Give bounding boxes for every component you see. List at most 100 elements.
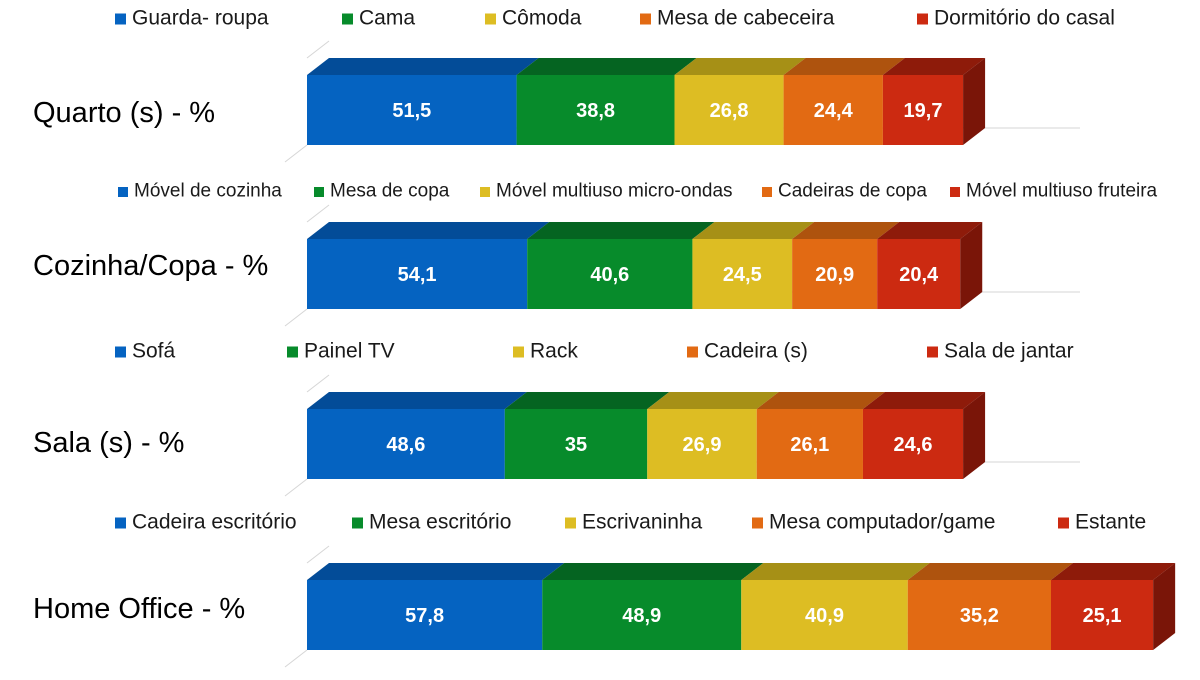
- legend-entry: Cadeira (s): [704, 340, 808, 363]
- bar-front: [877, 239, 961, 309]
- bar-top: [542, 563, 764, 580]
- bar-value-label: 19,7: [904, 100, 943, 122]
- bar-value-label: 25,1: [1083, 605, 1122, 627]
- legend-entry: Guarda- roupa: [132, 7, 269, 30]
- bar-top: [907, 563, 1073, 580]
- bar-front: [862, 409, 964, 479]
- bar-top: [307, 222, 550, 239]
- bar-front: [516, 75, 675, 145]
- bar-value-label: 48,6: [386, 434, 425, 456]
- legend: Móvel de cozinha Mesa de copa Móvel multiu…: [118, 181, 1158, 202]
- bar-segment: 24,6: [862, 392, 986, 479]
- bar-value-label: 26,1: [790, 434, 829, 456]
- bar-value-label: 40,6: [590, 264, 629, 286]
- bar-value-label: 20,9: [815, 264, 854, 286]
- bar-segment: 26,8: [674, 58, 806, 145]
- legend-entry: Rack: [530, 340, 578, 363]
- bar-value-label: 35: [565, 434, 587, 456]
- chart-panel-4: Cadeira escritório Mesa escritório Escriva…: [33, 511, 1176, 668]
- legend-entry: Dormitório do casal: [934, 7, 1115, 30]
- bar-front: [783, 75, 883, 145]
- bar-value-label: 35,2: [960, 605, 999, 627]
- legend-entry: Mesa escritório: [369, 511, 511, 534]
- legend-entry: Estante: [1075, 511, 1146, 534]
- bar-top: [862, 392, 986, 409]
- bar-front: [307, 239, 528, 309]
- guide-line: [284, 308, 308, 327]
- legend-swatch: [342, 13, 353, 25]
- bar-front: [542, 580, 742, 650]
- bar-value-label: 24,4: [814, 100, 854, 122]
- bar-top: [756, 392, 885, 409]
- legend-entry: Mesa de cabeceira: [657, 7, 835, 30]
- bar-value-label: 57,8: [405, 605, 444, 627]
- bar-segment: 57,8: [307, 563, 565, 650]
- bar-top: [307, 392, 527, 409]
- bar-top: [882, 58, 986, 75]
- bar-top: [307, 563, 565, 580]
- bar-segment: 40,6: [527, 222, 715, 309]
- legend-entry: Escrivaninha: [582, 511, 703, 534]
- bar-value-label: 26,9: [683, 434, 722, 456]
- bar-front: [647, 409, 757, 479]
- bar-segment: 19,7: [882, 58, 986, 145]
- legend: Guarda- roupa Cama Cômoda Mesa de cabeceira…: [115, 7, 1115, 30]
- bar-front: [882, 75, 964, 145]
- bar-front: [1050, 580, 1154, 650]
- bar-front: [792, 239, 878, 309]
- bar-front: [307, 409, 505, 479]
- legend-entry: Mesa de copa: [330, 181, 450, 202]
- legend-swatch: [762, 187, 772, 197]
- bar-top: [877, 222, 983, 239]
- legend-entry: Cama: [359, 7, 415, 30]
- legend: Sofá Painel TV Rack Cadeira (s) Sala de jant…: [115, 340, 1074, 363]
- bar-segment: 20,4: [877, 222, 983, 309]
- guide-line: [306, 40, 330, 59]
- bar-value-label: 20,4: [899, 264, 939, 286]
- bar-top: [307, 58, 539, 75]
- legend-entry: Móvel multiuso micro-ondas: [496, 181, 733, 202]
- bar-front: [527, 239, 693, 309]
- bar-segment: 24,5: [692, 222, 815, 309]
- bar-segment: 35,2: [907, 563, 1073, 650]
- chart-panel-3: Sofá Painel TV Rack Cadeira (s) Sala de jant…: [33, 340, 1080, 497]
- bar-segment: 40,9: [741, 563, 930, 650]
- bar-front: [307, 75, 517, 145]
- legend-swatch: [513, 346, 524, 358]
- legend-entry: Painel TV: [304, 340, 395, 363]
- bar-segment: 38,8: [516, 58, 697, 145]
- bar-side: [963, 58, 986, 145]
- bar-value-label: 38,8: [576, 100, 615, 122]
- bar-front: [674, 75, 784, 145]
- legend-swatch: [950, 187, 960, 197]
- bar-top: [741, 563, 930, 580]
- legend-entry: Cadeira escritório: [132, 511, 297, 534]
- legend-swatch: [565, 517, 576, 529]
- bar-top: [792, 222, 900, 239]
- guide-line: [284, 478, 308, 497]
- legend-entry: Sala de jantar: [944, 340, 1074, 363]
- bar-side: [960, 222, 983, 309]
- legend-entry: Mesa computador/game: [769, 511, 995, 534]
- bar-segment: 20,9: [792, 222, 900, 309]
- guide-line: [306, 545, 330, 564]
- bar-segment: 51,5: [307, 58, 539, 145]
- bar-front: [907, 580, 1051, 650]
- legend-swatch: [115, 517, 126, 529]
- category-label: Cozinha/Copa - %: [33, 250, 268, 282]
- legend-swatch: [917, 13, 928, 25]
- bar-top: [504, 392, 670, 409]
- legend-swatch: [118, 187, 128, 197]
- chart-panel-1: Guarda- roupa Cama Cômoda Mesa de cabeceira…: [33, 7, 1115, 163]
- bar-top: [516, 58, 697, 75]
- bar-segment: 26,1: [756, 392, 885, 479]
- bar-segment: 26,9: [647, 392, 779, 479]
- category-label: Sala (s) - %: [33, 427, 184, 459]
- bar-front: [692, 239, 793, 309]
- bar-value-label: 24,6: [894, 434, 933, 456]
- legend-swatch: [480, 187, 490, 197]
- guide-line: [306, 204, 330, 223]
- bar-side: [1153, 563, 1176, 650]
